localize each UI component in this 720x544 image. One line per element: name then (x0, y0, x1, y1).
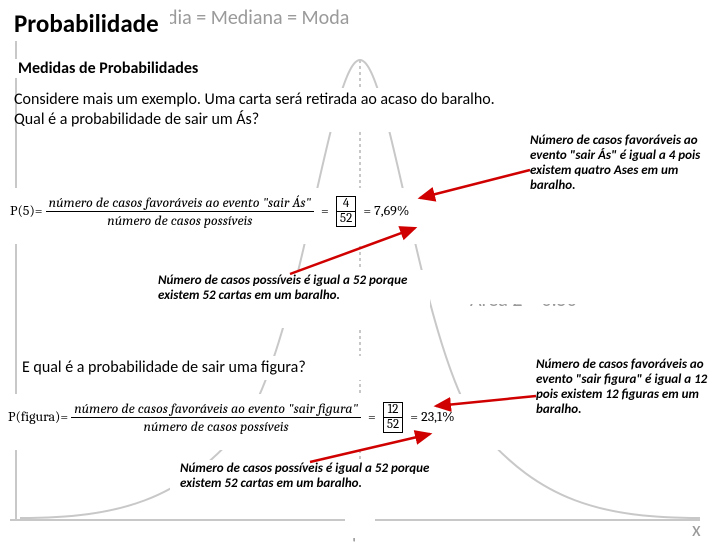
arrows (0, 0, 720, 540)
